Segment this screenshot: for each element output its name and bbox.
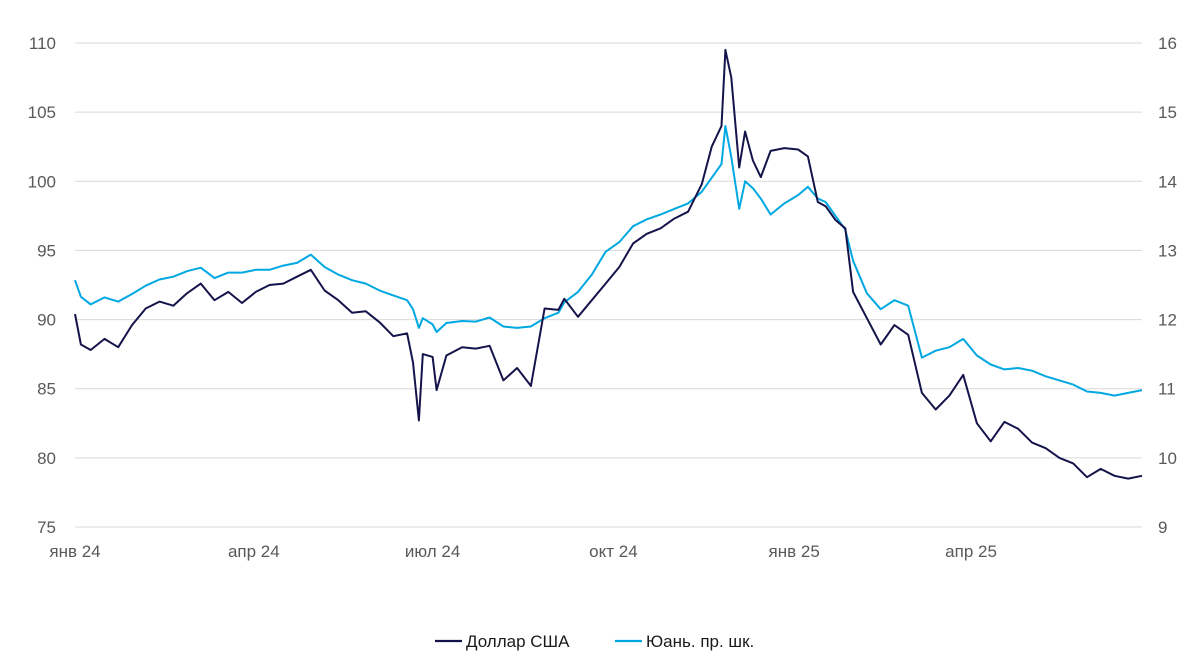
legend: Доллар США Юань. пр. шк. (435, 632, 754, 651)
x-tick-label: апр 25 (945, 542, 997, 561)
left-tick-label: 95 (37, 241, 56, 260)
left-tick-label: 90 (37, 311, 56, 330)
legend-label-cny: Юань. пр. шк. (646, 632, 754, 651)
x-tick-label: янв 25 (769, 542, 820, 561)
x-tick-label: июл 24 (405, 542, 460, 561)
left-tick-label: 110 (29, 34, 56, 53)
x-tick-label: янв 24 (49, 542, 100, 561)
series-lines (74, 48, 1143, 480)
right-tick-label: 14 (1158, 172, 1177, 191)
x-tick-label: окт 24 (589, 542, 638, 561)
right-tick-label: 11 (1158, 380, 1176, 399)
gridlines (75, 42, 1142, 528)
right-tick-label: 10 (1158, 449, 1177, 468)
series-line-usd (74, 48, 1143, 480)
left-tick-label: 100 (28, 172, 56, 191)
right-axis-ticks: 9 10 11 12 13 14 15 16 (1158, 34, 1177, 537)
left-tick-label: 75 (37, 518, 56, 537)
right-tick-label: 12 (1158, 311, 1177, 330)
series-line-cny (74, 125, 1143, 397)
right-tick-label: 15 (1158, 103, 1177, 122)
left-tick-label: 85 (37, 380, 56, 399)
left-tick-label: 80 (37, 449, 56, 468)
left-tick-label: 105 (28, 103, 56, 122)
right-tick-label: 13 (1158, 241, 1177, 260)
x-tick-label: апр 24 (228, 542, 280, 561)
right-tick-label: 16 (1158, 34, 1177, 53)
left-axis-ticks: 75 80 85 90 95 100 105 110 (28, 34, 56, 537)
right-tick-label: 9 (1158, 518, 1167, 537)
x-axis-ticks: янв 24 апр 24 июл 24 окт 24 янв 25 апр 25 (49, 542, 997, 561)
legend-label-usd: Доллар США (466, 632, 570, 651)
